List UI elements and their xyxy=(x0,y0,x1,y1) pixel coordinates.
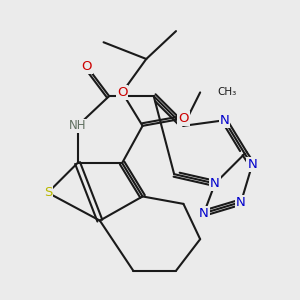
Text: N: N xyxy=(199,207,209,220)
Text: O: O xyxy=(178,112,189,125)
Text: N: N xyxy=(236,196,246,208)
Text: N: N xyxy=(219,114,229,127)
Text: O: O xyxy=(82,60,92,73)
Text: NH: NH xyxy=(69,119,86,132)
Text: CH₃: CH₃ xyxy=(217,87,236,98)
Text: N: N xyxy=(247,158,257,171)
Text: N: N xyxy=(210,177,220,190)
Text: O: O xyxy=(117,86,128,99)
Text: S: S xyxy=(44,186,52,199)
